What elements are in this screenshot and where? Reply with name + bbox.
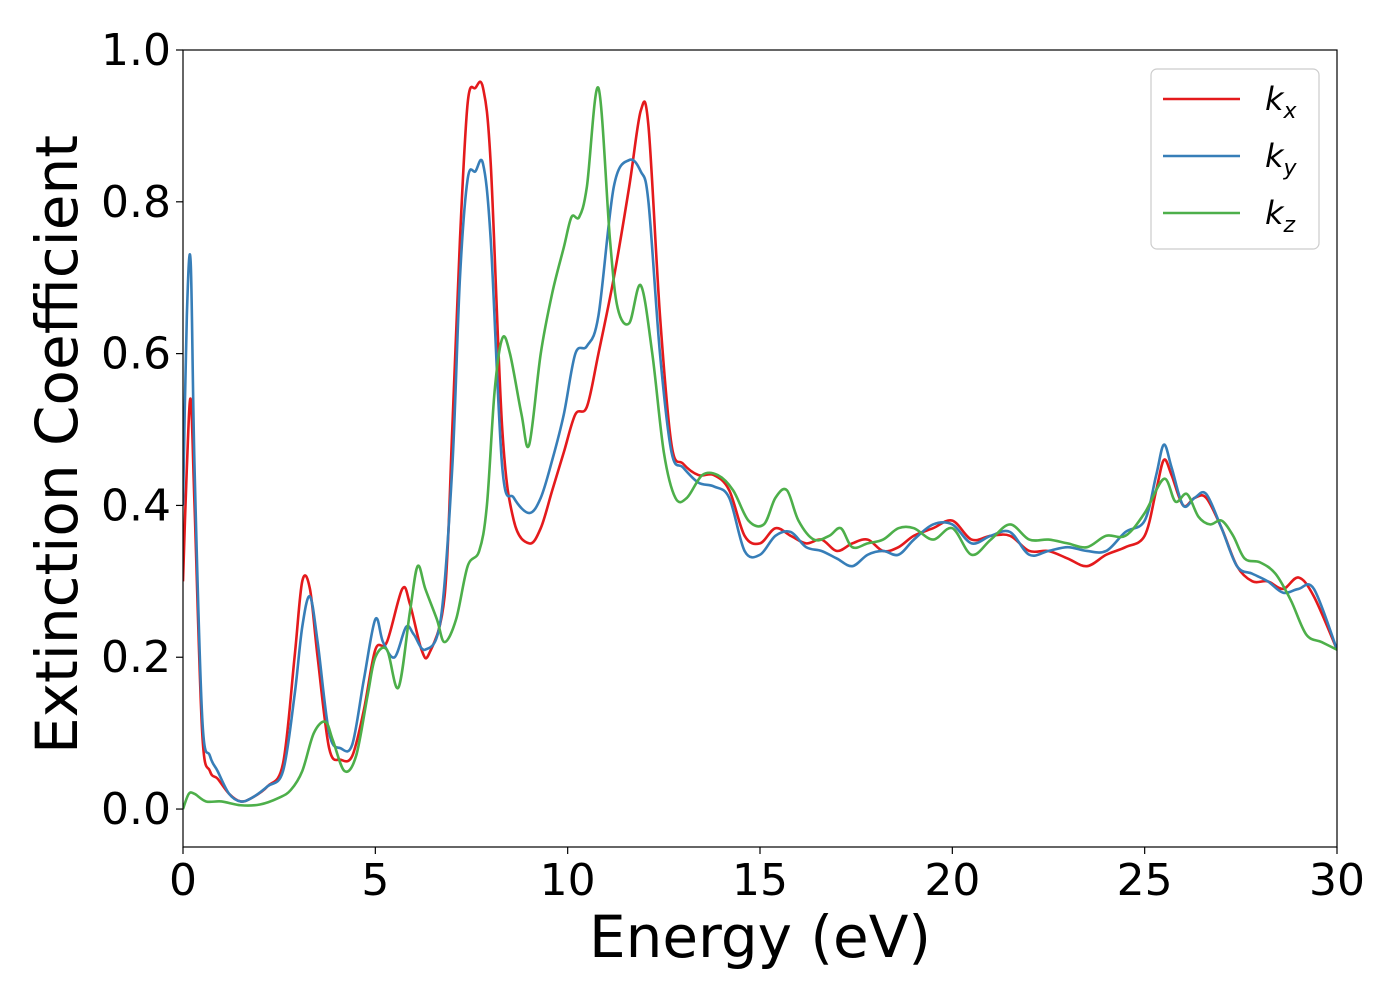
x-axis-title: Energy (eV)	[589, 903, 931, 971]
legend-label-kx: kx	[1265, 80, 1298, 124]
x-axis: 0 5 10 15 20 25 30	[169, 847, 1365, 906]
y-axis-title: Extinction Coefficient	[23, 135, 91, 754]
series-line-kz	[183, 86, 1337, 810]
y-tick-label: 0.8	[101, 177, 171, 228]
series-layer	[183, 80, 1337, 810]
y-tick-label: 0.2	[101, 632, 171, 683]
legend-label-kz: kz	[1265, 194, 1296, 238]
x-tick-label: 25	[1117, 855, 1173, 906]
series-line-ky	[183, 158, 1337, 803]
y-axis: 0.0 0.2 0.4 0.6 0.8 1.0	[101, 25, 183, 835]
x-tick-label: 30	[1309, 855, 1365, 906]
x-tick-label: 20	[924, 855, 980, 906]
legend-label-ky: ky	[1265, 137, 1298, 181]
y-tick-label: 1.0	[101, 25, 171, 76]
legend-box	[1150, 68, 1320, 250]
y-tick-label: 0.6	[101, 329, 171, 380]
legend: kx ky kz	[1150, 68, 1320, 250]
y-tick-label: 0.4	[101, 480, 171, 531]
x-tick-label: 0	[169, 855, 197, 906]
x-tick-label: 10	[540, 855, 596, 906]
y-tick-label: 0.0	[101, 784, 171, 835]
series-line-kx	[183, 80, 1337, 803]
x-tick-label: 5	[361, 855, 389, 906]
x-tick-label: 15	[732, 855, 788, 906]
